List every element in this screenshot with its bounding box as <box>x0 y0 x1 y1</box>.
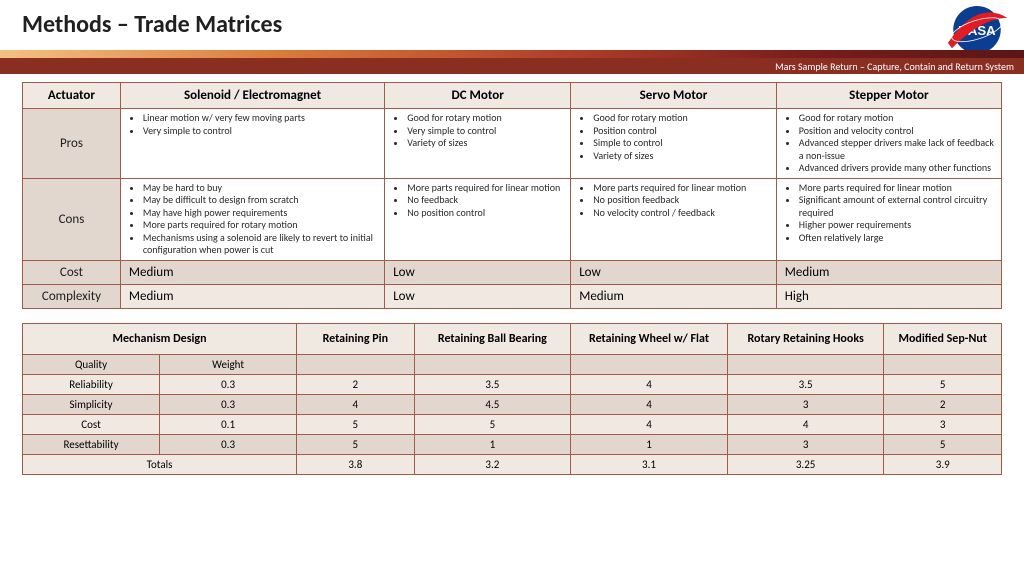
list-item: Variety of sizes <box>593 150 770 163</box>
list-item: Higher power requirements <box>799 219 995 232</box>
table-cell: 0.3 <box>160 434 297 454</box>
page-title: Methods – Trade Matrices <box>22 10 282 39</box>
table-col-header: DC Motor <box>385 83 571 109</box>
table-col-header: Actuator <box>23 83 121 109</box>
table-cell: Medium <box>120 284 384 308</box>
table-row-header: Pros <box>23 109 121 179</box>
table-cell: 4.5 <box>414 394 571 414</box>
table-cell: Good for rotary motionPosition controlSi… <box>571 109 777 179</box>
table-cell: 3 <box>727 394 884 414</box>
list-item: Significant amount of external control c… <box>799 194 995 219</box>
table-cell: 4 <box>727 414 884 434</box>
table-cell: 0.1 <box>160 414 297 434</box>
table-cell: 4 <box>571 374 728 394</box>
table-cell: Low <box>571 260 777 284</box>
table-row-header: Cost <box>23 260 121 284</box>
table-col-header: Servo Motor <box>571 83 777 109</box>
table-cell: 5 <box>884 374 1002 394</box>
table-cell <box>571 354 728 374</box>
table-cell: Good for rotary motionVery simple to con… <box>385 109 571 179</box>
table-col-header: Rotary Retaining Hooks <box>727 323 884 354</box>
table-cell: Low <box>385 284 571 308</box>
table-cell: May be hard to buyMay be difficult to de… <box>120 178 384 260</box>
table-col-header: Mechanism Design <box>23 323 297 354</box>
content-area: ActuatorSolenoid / ElectromagnetDC Motor… <box>22 82 1002 475</box>
table-row-header: Cost <box>23 414 160 434</box>
list-item: No velocity control / feedback <box>593 207 770 220</box>
list-item: May be difficult to design from scratch <box>143 194 378 207</box>
table-cell: 5 <box>297 414 414 434</box>
table-row-header: Resettability <box>23 434 160 454</box>
list-item: No position feedback <box>593 194 770 207</box>
list-item: Advanced stepper drivers make lack of fe… <box>799 137 995 162</box>
table-cell: 3.8 <box>297 454 414 474</box>
table-cell: 5 <box>884 434 1002 454</box>
table-cell: 1 <box>571 434 728 454</box>
table-cell <box>414 354 571 374</box>
table-cell: 4 <box>571 394 728 414</box>
table-cell: Medium <box>571 284 777 308</box>
table-cell: 3.9 <box>884 454 1002 474</box>
actuator-trade-table: ActuatorSolenoid / ElectromagnetDC Motor… <box>22 82 1002 309</box>
table-col-header: Solenoid / Electromagnet <box>120 83 384 109</box>
table-row-header: Reliability <box>23 374 160 394</box>
table-cell: More parts required for linear motionNo … <box>385 178 571 260</box>
table-cell: More parts required for linear motionSig… <box>776 178 1001 260</box>
list-item: No feedback <box>407 194 564 207</box>
table-col-header: Retaining Wheel w/ Flat <box>571 323 728 354</box>
list-item: Good for rotary motion <box>593 112 770 125</box>
table-cell: 4 <box>571 414 728 434</box>
table-cell: 3.25 <box>727 454 884 474</box>
table-cell: 4 <box>297 394 414 414</box>
list-item: Often relatively large <box>799 232 995 245</box>
table-cell: 1 <box>414 434 571 454</box>
gradient-divider <box>0 50 1024 58</box>
table-cell: 3.1 <box>571 454 728 474</box>
list-item: Advanced drivers provide many other func… <box>799 162 995 175</box>
list-item: Linear motion w/ very few moving parts <box>143 112 378 125</box>
table-col-header: Retaining Ball Bearing <box>414 323 571 354</box>
table-totals-label: Totals <box>23 454 297 474</box>
list-item: Simple to control <box>593 137 770 150</box>
list-item: No position control <box>407 207 564 220</box>
table-cell: Linear motion w/ very few moving partsVe… <box>120 109 384 179</box>
table-row-header: Cons <box>23 178 121 260</box>
table-cell <box>727 354 884 374</box>
table-cell: Low <box>385 260 571 284</box>
table-col-header: Stepper Motor <box>776 83 1001 109</box>
table-cell: Good for rotary motionPosition and veloc… <box>776 109 1001 179</box>
list-item: Mechanisms using a solenoid are likely t… <box>143 232 378 257</box>
table-col-header: Modified Sep-Nut <box>884 323 1002 354</box>
subtitle-bar: Mars Sample Return – Capture, Contain an… <box>0 58 1024 74</box>
table-row-header: Complexity <box>23 284 121 308</box>
table-subheader: Quality <box>23 354 160 374</box>
list-item: More parts required for rotary motion <box>143 219 378 232</box>
list-item: Good for rotary motion <box>799 112 995 125</box>
table-subheader: Weight <box>160 354 297 374</box>
table-cell: More parts required for linear motionNo … <box>571 178 777 260</box>
table-cell: 3.2 <box>414 454 571 474</box>
table-row-header: Simplicity <box>23 394 160 414</box>
table-cell: 0.3 <box>160 374 297 394</box>
subtitle-text: Mars Sample Return – Capture, Contain an… <box>775 60 1014 73</box>
table-cell: 2 <box>884 394 1002 414</box>
table-cell: 3 <box>884 414 1002 434</box>
table-cell <box>297 354 414 374</box>
table-cell: 3.5 <box>414 374 571 394</box>
list-item: Variety of sizes <box>407 137 564 150</box>
table-cell: 0.3 <box>160 394 297 414</box>
list-item: Good for rotary motion <box>407 112 564 125</box>
table-cell: 3.5 <box>727 374 884 394</box>
table-cell: 2 <box>297 374 414 394</box>
table-col-header: Retaining Pin <box>297 323 414 354</box>
list-item: Very simple to control <box>143 125 378 138</box>
table-cell: Medium <box>120 260 384 284</box>
mechanism-trade-table: Mechanism DesignRetaining PinRetaining B… <box>22 323 1002 475</box>
table-cell: Medium <box>776 260 1001 284</box>
table-cell: High <box>776 284 1001 308</box>
table-cell: 3 <box>727 434 884 454</box>
table-cell: 5 <box>414 414 571 434</box>
table-cell: 5 <box>297 434 414 454</box>
table-cell <box>884 354 1002 374</box>
